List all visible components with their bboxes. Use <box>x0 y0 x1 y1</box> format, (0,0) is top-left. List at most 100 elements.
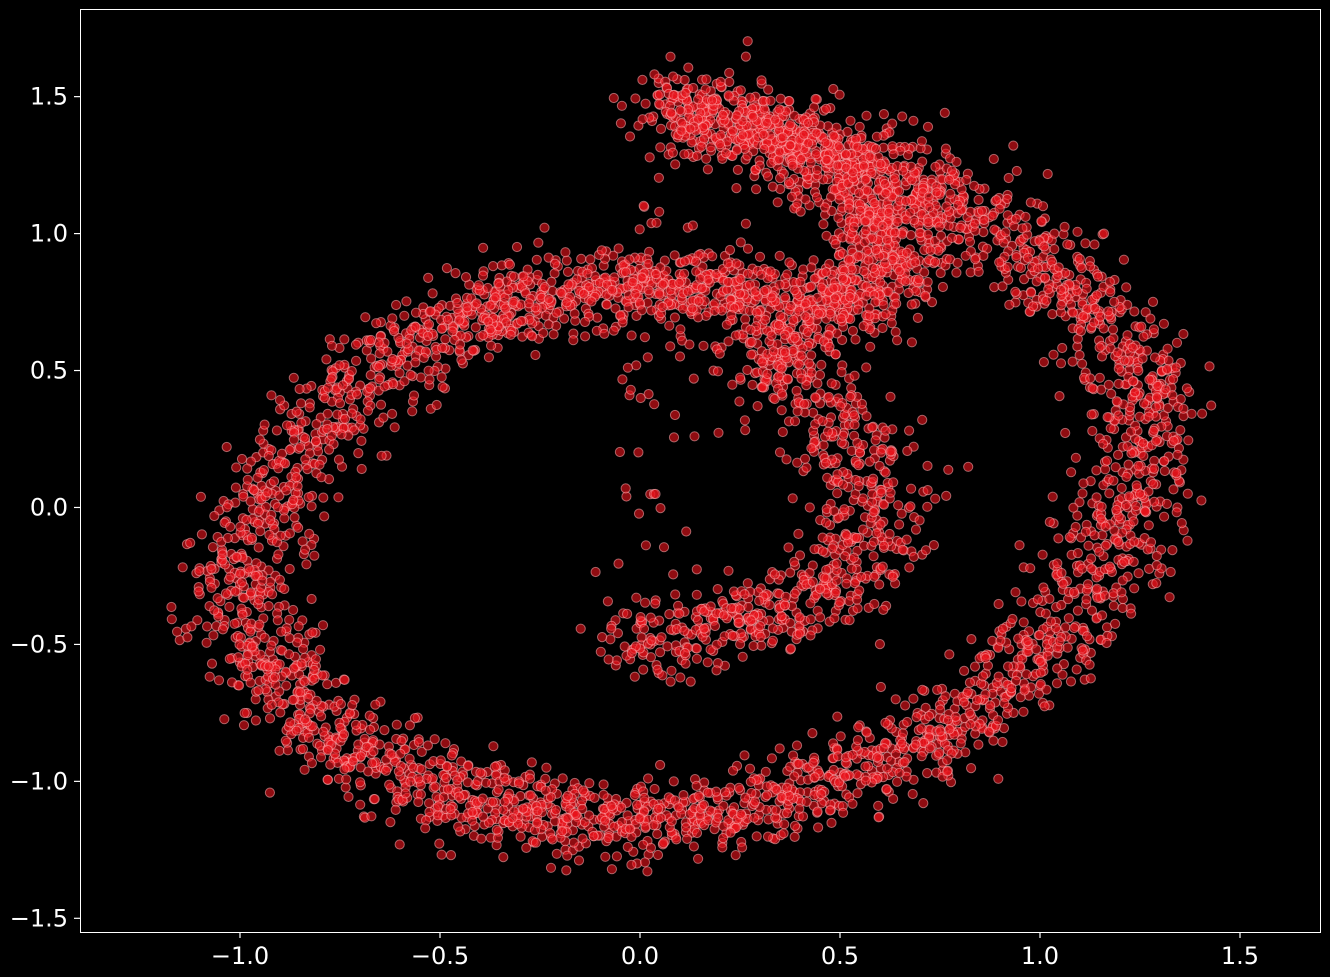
scatter-point <box>312 446 324 457</box>
scatter-point <box>671 834 682 845</box>
scatter-point <box>969 180 980 191</box>
scatter-point <box>766 753 778 764</box>
scatter-point <box>1068 502 1079 513</box>
scatter-point <box>1075 326 1087 337</box>
scatter-point <box>793 758 804 769</box>
scatter-point <box>923 711 935 722</box>
scatter-point <box>944 649 955 660</box>
scatter-point <box>750 796 761 807</box>
scatter-point <box>337 380 348 391</box>
scatter-point <box>735 639 746 650</box>
scatter-point <box>916 751 927 762</box>
scatter-point <box>891 298 902 309</box>
scatter-point <box>540 785 551 796</box>
scatter-point <box>1085 373 1096 384</box>
scatter-point <box>1120 499 1132 511</box>
scatter-point <box>391 299 402 311</box>
scatter-point <box>911 712 922 723</box>
scatter-point <box>631 592 642 603</box>
scatter-point <box>1109 296 1120 307</box>
scatter-point <box>291 725 302 736</box>
scatter-point <box>434 838 445 849</box>
scatter-point <box>654 206 665 217</box>
scatter-point <box>580 331 591 342</box>
scatter-point <box>731 258 742 269</box>
scatter-point <box>637 74 648 86</box>
scatter-point <box>225 521 236 532</box>
scatter-point <box>1097 610 1108 621</box>
scatter-point <box>1081 594 1092 605</box>
scatter-point <box>852 141 863 152</box>
scatter-point <box>821 267 832 278</box>
scatter-point <box>847 325 859 336</box>
scatter-point <box>655 647 666 658</box>
scatter-point <box>666 107 677 118</box>
scatter-point <box>1143 520 1154 531</box>
scatter-point <box>300 433 311 444</box>
scatter-point <box>657 279 668 290</box>
scatter-point <box>744 763 756 774</box>
scatter-point <box>352 389 363 400</box>
scatter-point <box>717 109 729 121</box>
scatter-point <box>1133 460 1144 471</box>
scatter-point <box>206 582 217 593</box>
scatter-point <box>689 431 700 442</box>
scatter-point <box>395 748 406 759</box>
scatter-point <box>242 664 253 675</box>
scatter-point <box>692 150 703 161</box>
scatter-point <box>1183 435 1194 446</box>
scatter-point <box>450 268 461 279</box>
scatter-point <box>1126 608 1137 619</box>
scatter-point <box>1094 342 1105 353</box>
scatter-point <box>1002 193 1013 205</box>
scatter-point <box>267 589 278 600</box>
scatter-point <box>691 564 702 575</box>
scatter-point <box>941 201 952 212</box>
scatter-point <box>1056 567 1067 579</box>
scatter-point <box>777 132 788 143</box>
scatter-point <box>193 586 204 597</box>
scatter-point <box>562 813 573 824</box>
scatter-point <box>761 781 772 792</box>
scatter-point <box>355 414 366 425</box>
scatter-point <box>1068 586 1080 598</box>
scatter-point <box>297 743 309 755</box>
scatter-point <box>229 618 240 629</box>
scatter-point <box>997 281 1008 292</box>
scatter-point <box>236 453 248 465</box>
scatter-point <box>379 725 390 736</box>
scatter-point <box>1108 600 1119 611</box>
scatter-point <box>767 623 778 634</box>
scatter-point <box>1162 403 1174 414</box>
scatter-point <box>254 619 265 630</box>
scatter-point <box>1033 263 1044 274</box>
scatter-point <box>828 764 839 776</box>
scatter-point <box>387 353 398 365</box>
scatter-point <box>816 282 827 293</box>
scatter-point <box>1031 644 1042 655</box>
scatter-point <box>525 790 536 801</box>
scatter-point <box>774 279 785 290</box>
scatter-point <box>1102 412 1113 423</box>
scatter-point <box>1145 537 1157 548</box>
scatter-point <box>1129 387 1141 398</box>
scatter-point <box>875 681 887 693</box>
scatter-point <box>667 147 679 158</box>
scatter-point <box>1159 465 1170 477</box>
scatter-point <box>794 612 805 623</box>
scatter-point <box>503 285 514 296</box>
scatter-point <box>676 125 687 136</box>
scatter-point <box>852 788 863 799</box>
scatter-point <box>1070 521 1081 533</box>
scatter-point <box>635 392 646 404</box>
scatter-point <box>1182 535 1193 546</box>
scatter-point <box>966 763 977 774</box>
scatter-point <box>789 110 800 121</box>
scatter-point <box>287 694 298 706</box>
scatter-point <box>1077 563 1088 574</box>
scatter-point <box>221 502 232 513</box>
scatter-point <box>796 154 807 165</box>
scatter-point <box>1206 400 1217 411</box>
scatter-point <box>639 792 650 803</box>
scatter-point <box>819 202 831 213</box>
